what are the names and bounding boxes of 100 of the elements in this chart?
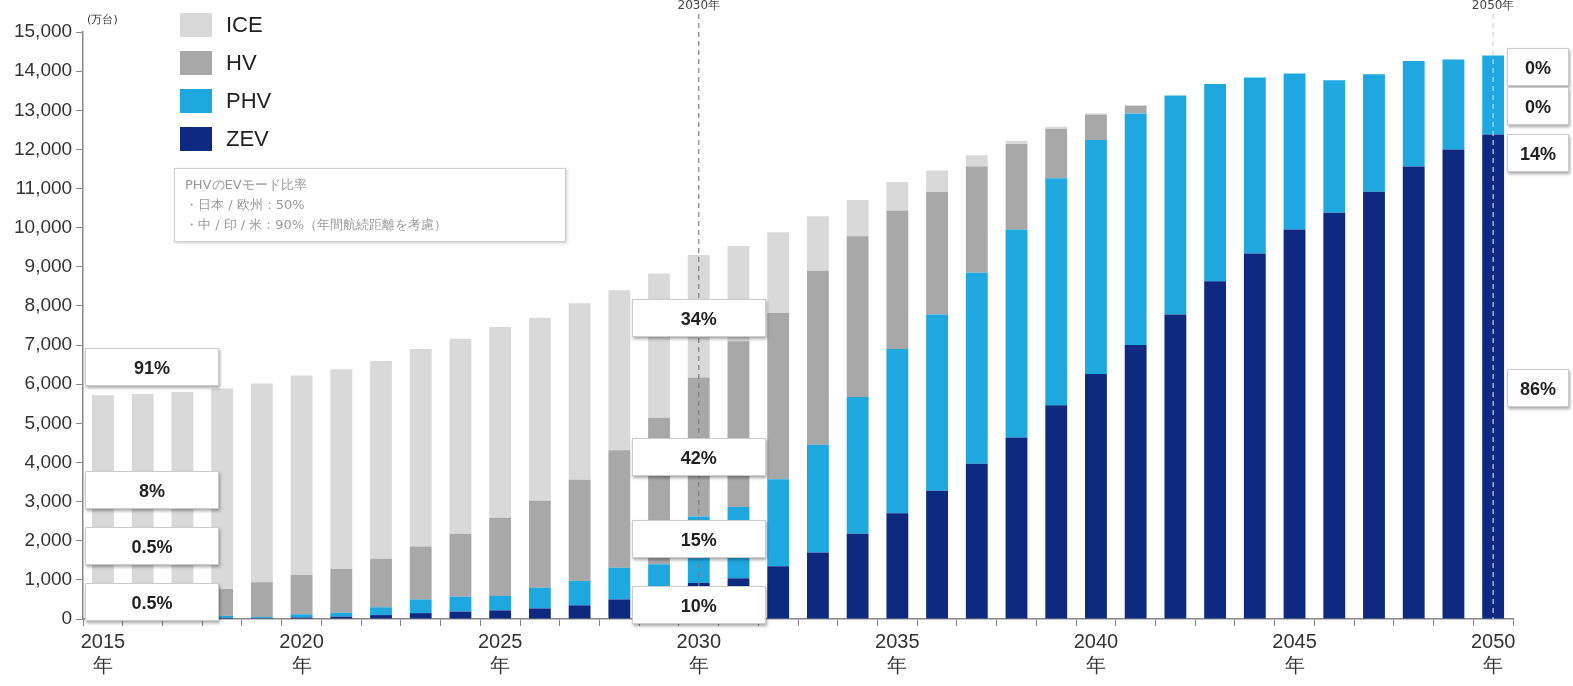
y-tick-label: 13,000	[13, 98, 73, 120]
bar	[1402, 166, 1425, 619]
bar	[886, 513, 909, 619]
callout-box: 15%	[631, 519, 766, 558]
bar	[409, 348, 432, 547]
x-tick-label: 2020 年	[279, 629, 324, 676]
y-tick-label: 1,000	[24, 568, 73, 590]
note-box: PHVのEVモード比率 ・日本 / 欧州：50% ・中 / 印 / 米：90%（年間航続距離を考慮）	[174, 168, 566, 242]
bar	[370, 558, 392, 608]
bar	[489, 517, 512, 596]
bar	[1085, 140, 1107, 375]
bar	[370, 615, 392, 619]
x-tick-label: 2035 年	[875, 629, 920, 676]
bar	[1243, 253, 1266, 619]
x-tick-label: 2045 年	[1272, 629, 1317, 676]
bar	[608, 450, 631, 568]
bar	[1005, 143, 1028, 230]
bar	[1323, 212, 1346, 619]
y-tick-label: 9,000	[24, 255, 73, 277]
callout-box: 0%	[1507, 87, 1569, 126]
bar	[1164, 314, 1187, 619]
bar	[806, 444, 829, 553]
bar	[965, 272, 988, 464]
callout-box: 0%	[1507, 48, 1569, 87]
ref-line-label: 2050年	[1471, 0, 1515, 13]
bar	[806, 216, 829, 271]
bar	[1402, 60, 1425, 167]
bar	[1005, 229, 1028, 438]
callout-box: 8%	[85, 471, 220, 509]
bar	[330, 612, 353, 617]
bar	[568, 605, 591, 619]
x-tick-label: 2030 年	[676, 629, 722, 676]
bar	[1005, 437, 1028, 619]
bar	[1045, 178, 1068, 406]
bar	[528, 500, 551, 588]
legend-label: HV	[226, 50, 257, 76]
callout-box: 86%	[1507, 369, 1569, 408]
bar	[1363, 74, 1385, 192]
callout-box: 42%	[631, 437, 766, 476]
y-tick-label: 8,000	[24, 294, 73, 316]
bar	[1283, 229, 1306, 619]
bar	[1045, 405, 1068, 619]
bar	[1363, 191, 1385, 619]
x-tick-label: 2050 年	[1470, 629, 1516, 676]
y-tick-label: 2,000	[24, 528, 73, 550]
callout-box: 34%	[631, 298, 766, 337]
bar	[449, 596, 472, 612]
bar	[1482, 134, 1505, 619]
bar	[767, 566, 790, 619]
bar	[330, 369, 353, 569]
bar	[409, 599, 432, 614]
bar	[846, 397, 869, 534]
y-tick-label: 10,000	[13, 215, 73, 237]
bar	[886, 348, 909, 514]
bar	[1005, 140, 1028, 144]
bar	[1204, 84, 1227, 282]
y-tick-label: 6,000	[24, 372, 73, 394]
bar	[846, 236, 869, 398]
y-tick-label: 14,000	[13, 59, 73, 81]
bar	[965, 463, 988, 619]
bar	[489, 327, 512, 518]
bar	[1283, 73, 1306, 230]
bar	[1124, 105, 1147, 114]
y-tick-label: 5,000	[24, 411, 73, 433]
bar	[489, 595, 512, 611]
legend-label: ICE	[226, 12, 263, 38]
bar	[330, 568, 353, 613]
legend-label: ZEV	[226, 126, 269, 152]
bar	[926, 490, 948, 619]
y-tick-label: 11,000	[15, 176, 73, 198]
y-tick-label: 3,000	[24, 489, 73, 511]
bar	[846, 199, 869, 237]
bar	[290, 375, 313, 575]
bar	[409, 613, 432, 619]
callout-box: 0.5%	[85, 527, 220, 565]
x-tick-label: 2015 年	[80, 629, 126, 676]
bar	[806, 270, 829, 445]
bar	[1442, 59, 1465, 150]
bar	[290, 574, 313, 615]
ref-line-label: 2030年	[677, 0, 721, 13]
x-tick-label: 2025 年	[477, 629, 523, 676]
bar	[886, 181, 909, 211]
bar	[608, 290, 631, 451]
bar	[767, 479, 790, 567]
bar	[370, 361, 392, 559]
bar	[1085, 114, 1107, 141]
bar	[926, 191, 948, 315]
bar	[528, 587, 551, 609]
callout-box: 10%	[631, 586, 766, 625]
bar	[767, 232, 790, 313]
y-tick-label: 7,000	[24, 333, 73, 355]
callout-box: 14%	[1507, 134, 1569, 173]
bar	[767, 312, 790, 480]
bar	[1323, 80, 1346, 213]
annotation: PHVのEVモード比率	[185, 176, 308, 194]
bar	[1124, 113, 1147, 346]
bar	[449, 533, 472, 597]
legend-label: PHV	[226, 88, 272, 114]
bar	[449, 611, 472, 619]
bar	[568, 479, 591, 582]
